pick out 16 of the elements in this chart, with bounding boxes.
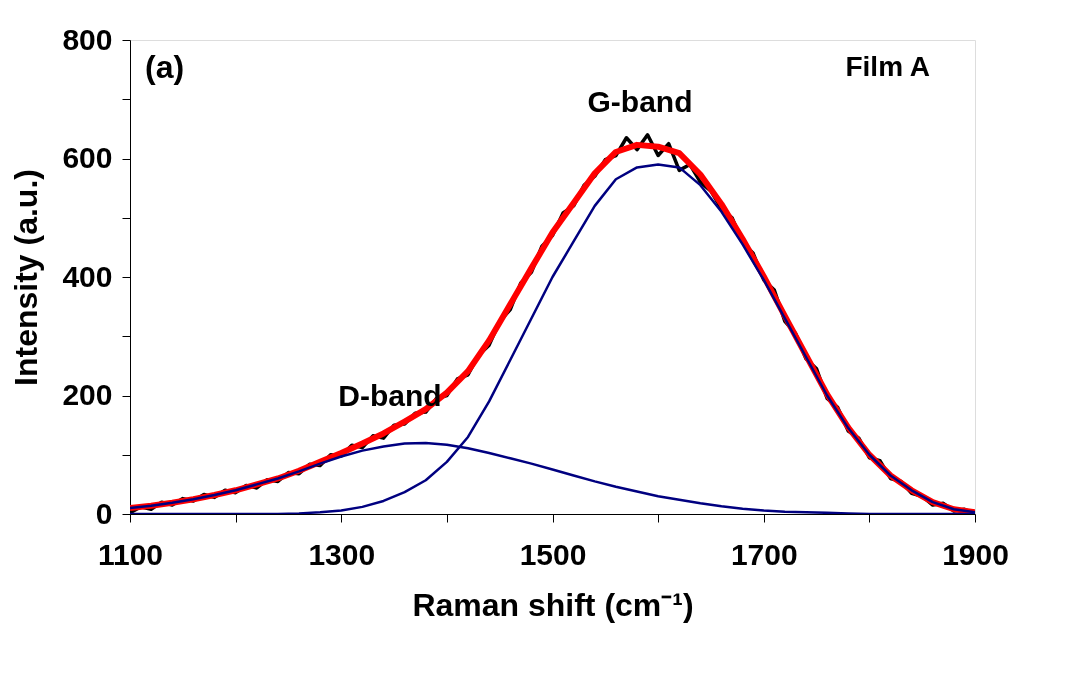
y-tick-label: 0 bbox=[95, 496, 113, 530]
annotation: D-band bbox=[338, 379, 442, 412]
annotation: G-band bbox=[587, 85, 693, 118]
x-tick-label: 1500 bbox=[519, 537, 587, 571]
y-tick-label: 200 bbox=[62, 378, 113, 411]
x-tick-label: 1700 bbox=[730, 537, 798, 571]
x-tick-label: 1900 bbox=[942, 537, 1009, 571]
y-tick-label: 600 bbox=[62, 141, 113, 174]
y-tick-label: 800 bbox=[62, 22, 113, 56]
x-tick-label: 1100 bbox=[97, 537, 164, 571]
annotation: (a) bbox=[145, 49, 185, 85]
annotation: Film A bbox=[845, 51, 930, 82]
x-axis-title: Raman shift (cm⁻¹) bbox=[412, 586, 694, 623]
y-axis-title: Intensity (a.u.) bbox=[8, 169, 45, 386]
x-tick-label: 1300 bbox=[308, 537, 376, 571]
y-tick-label: 400 bbox=[62, 259, 113, 293]
